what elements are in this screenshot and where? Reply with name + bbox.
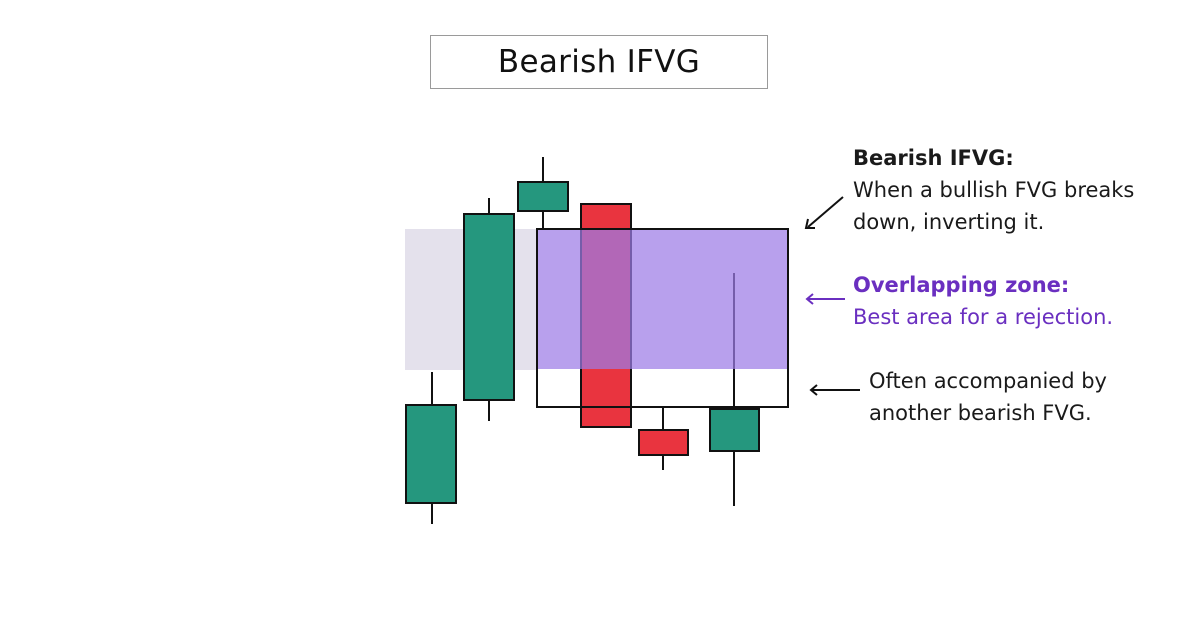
annotation-heading: Overlapping zone: <box>853 273 1070 297</box>
diagram-title: Bearish IFVG <box>497 44 701 80</box>
annotation-text: Often accompanied by <box>869 369 1107 393</box>
candle-5-body <box>638 429 689 456</box>
arrow-bearish-fvg <box>809 384 860 396</box>
annotation-bearish-fvg: Often accompanied by another bearish FVG… <box>869 365 1107 429</box>
candle-2-body <box>463 213 515 401</box>
annotation-overlapping-zone: Overlapping zone: Best area for a reject… <box>853 269 1113 333</box>
arrow-ifvg <box>804 196 844 229</box>
title-box: Bearish IFVG <box>430 35 768 89</box>
candle-1-body <box>405 404 457 504</box>
annotation-heading: Bearish IFVG: <box>853 146 1014 170</box>
annotation-text: When a bullish FVG breaks <box>853 178 1135 202</box>
overlapping-zone <box>537 229 788 369</box>
annotation-text: another bearish FVG. <box>869 401 1092 425</box>
annotation-text: Best area for a rejection. <box>853 305 1114 329</box>
candle-3-body <box>517 181 569 212</box>
annotation-text: down, inverting it. <box>853 210 1045 234</box>
annotation-bearish-ifvg: Bearish IFVG: When a bullish FVG breaks … <box>853 142 1134 238</box>
candle-6-body <box>709 408 760 452</box>
arrow-overlap <box>805 293 845 305</box>
